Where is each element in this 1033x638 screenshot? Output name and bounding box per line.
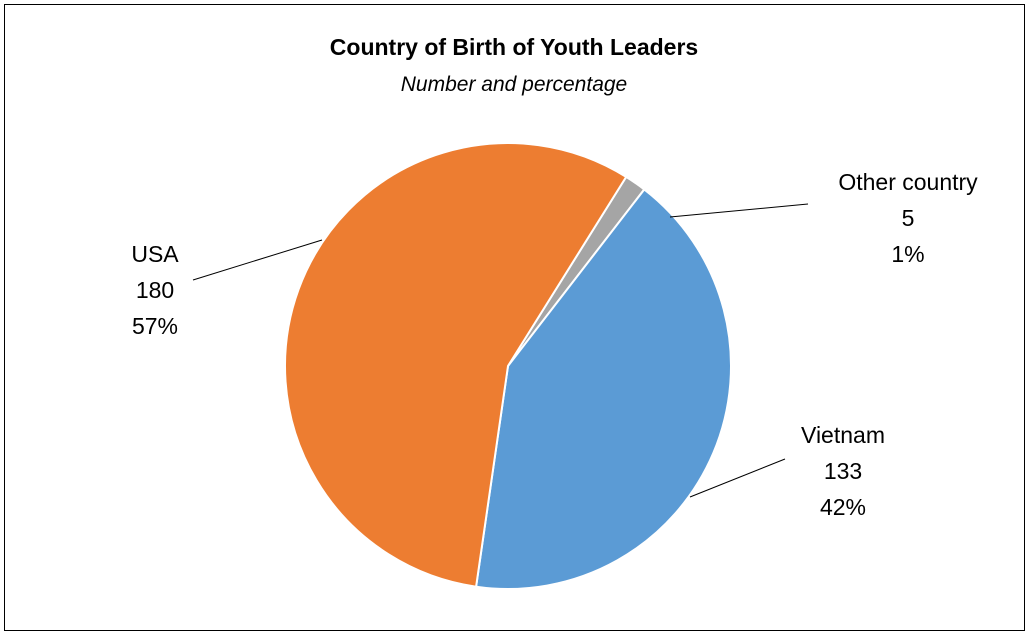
chart-title: Country of Birth of Youth Leaders (330, 34, 698, 60)
leader-line-other-country (669, 203, 809, 218)
pie-slices (284, 142, 732, 590)
data-label-other-country-percent: 1% (891, 241, 924, 267)
leader-lines (192, 203, 809, 498)
data-label-vietnam-percent: 42% (820, 494, 866, 520)
data-label-other-country-name: Other country (838, 169, 978, 195)
data-label-vietnam-name: Vietnam (801, 422, 885, 448)
chart-subtitle: Number and percentage (401, 73, 627, 96)
slice-vietnam (474, 188, 732, 590)
data-label-vietnam-value: 133 (824, 458, 862, 484)
data-label-other-country-value: 5 (902, 205, 915, 231)
slice-usa (284, 142, 628, 588)
leader-line-vietnam (689, 458, 786, 498)
data-label-usa-percent: 57% (132, 313, 178, 339)
data-label-usa-value: 180 (136, 277, 174, 303)
leader-line-usa (192, 239, 323, 281)
data-labels: Other country 5 1% Vietnam 133 42% USA 180 57% (131, 169, 978, 520)
data-label-usa-name: USA (131, 241, 179, 267)
